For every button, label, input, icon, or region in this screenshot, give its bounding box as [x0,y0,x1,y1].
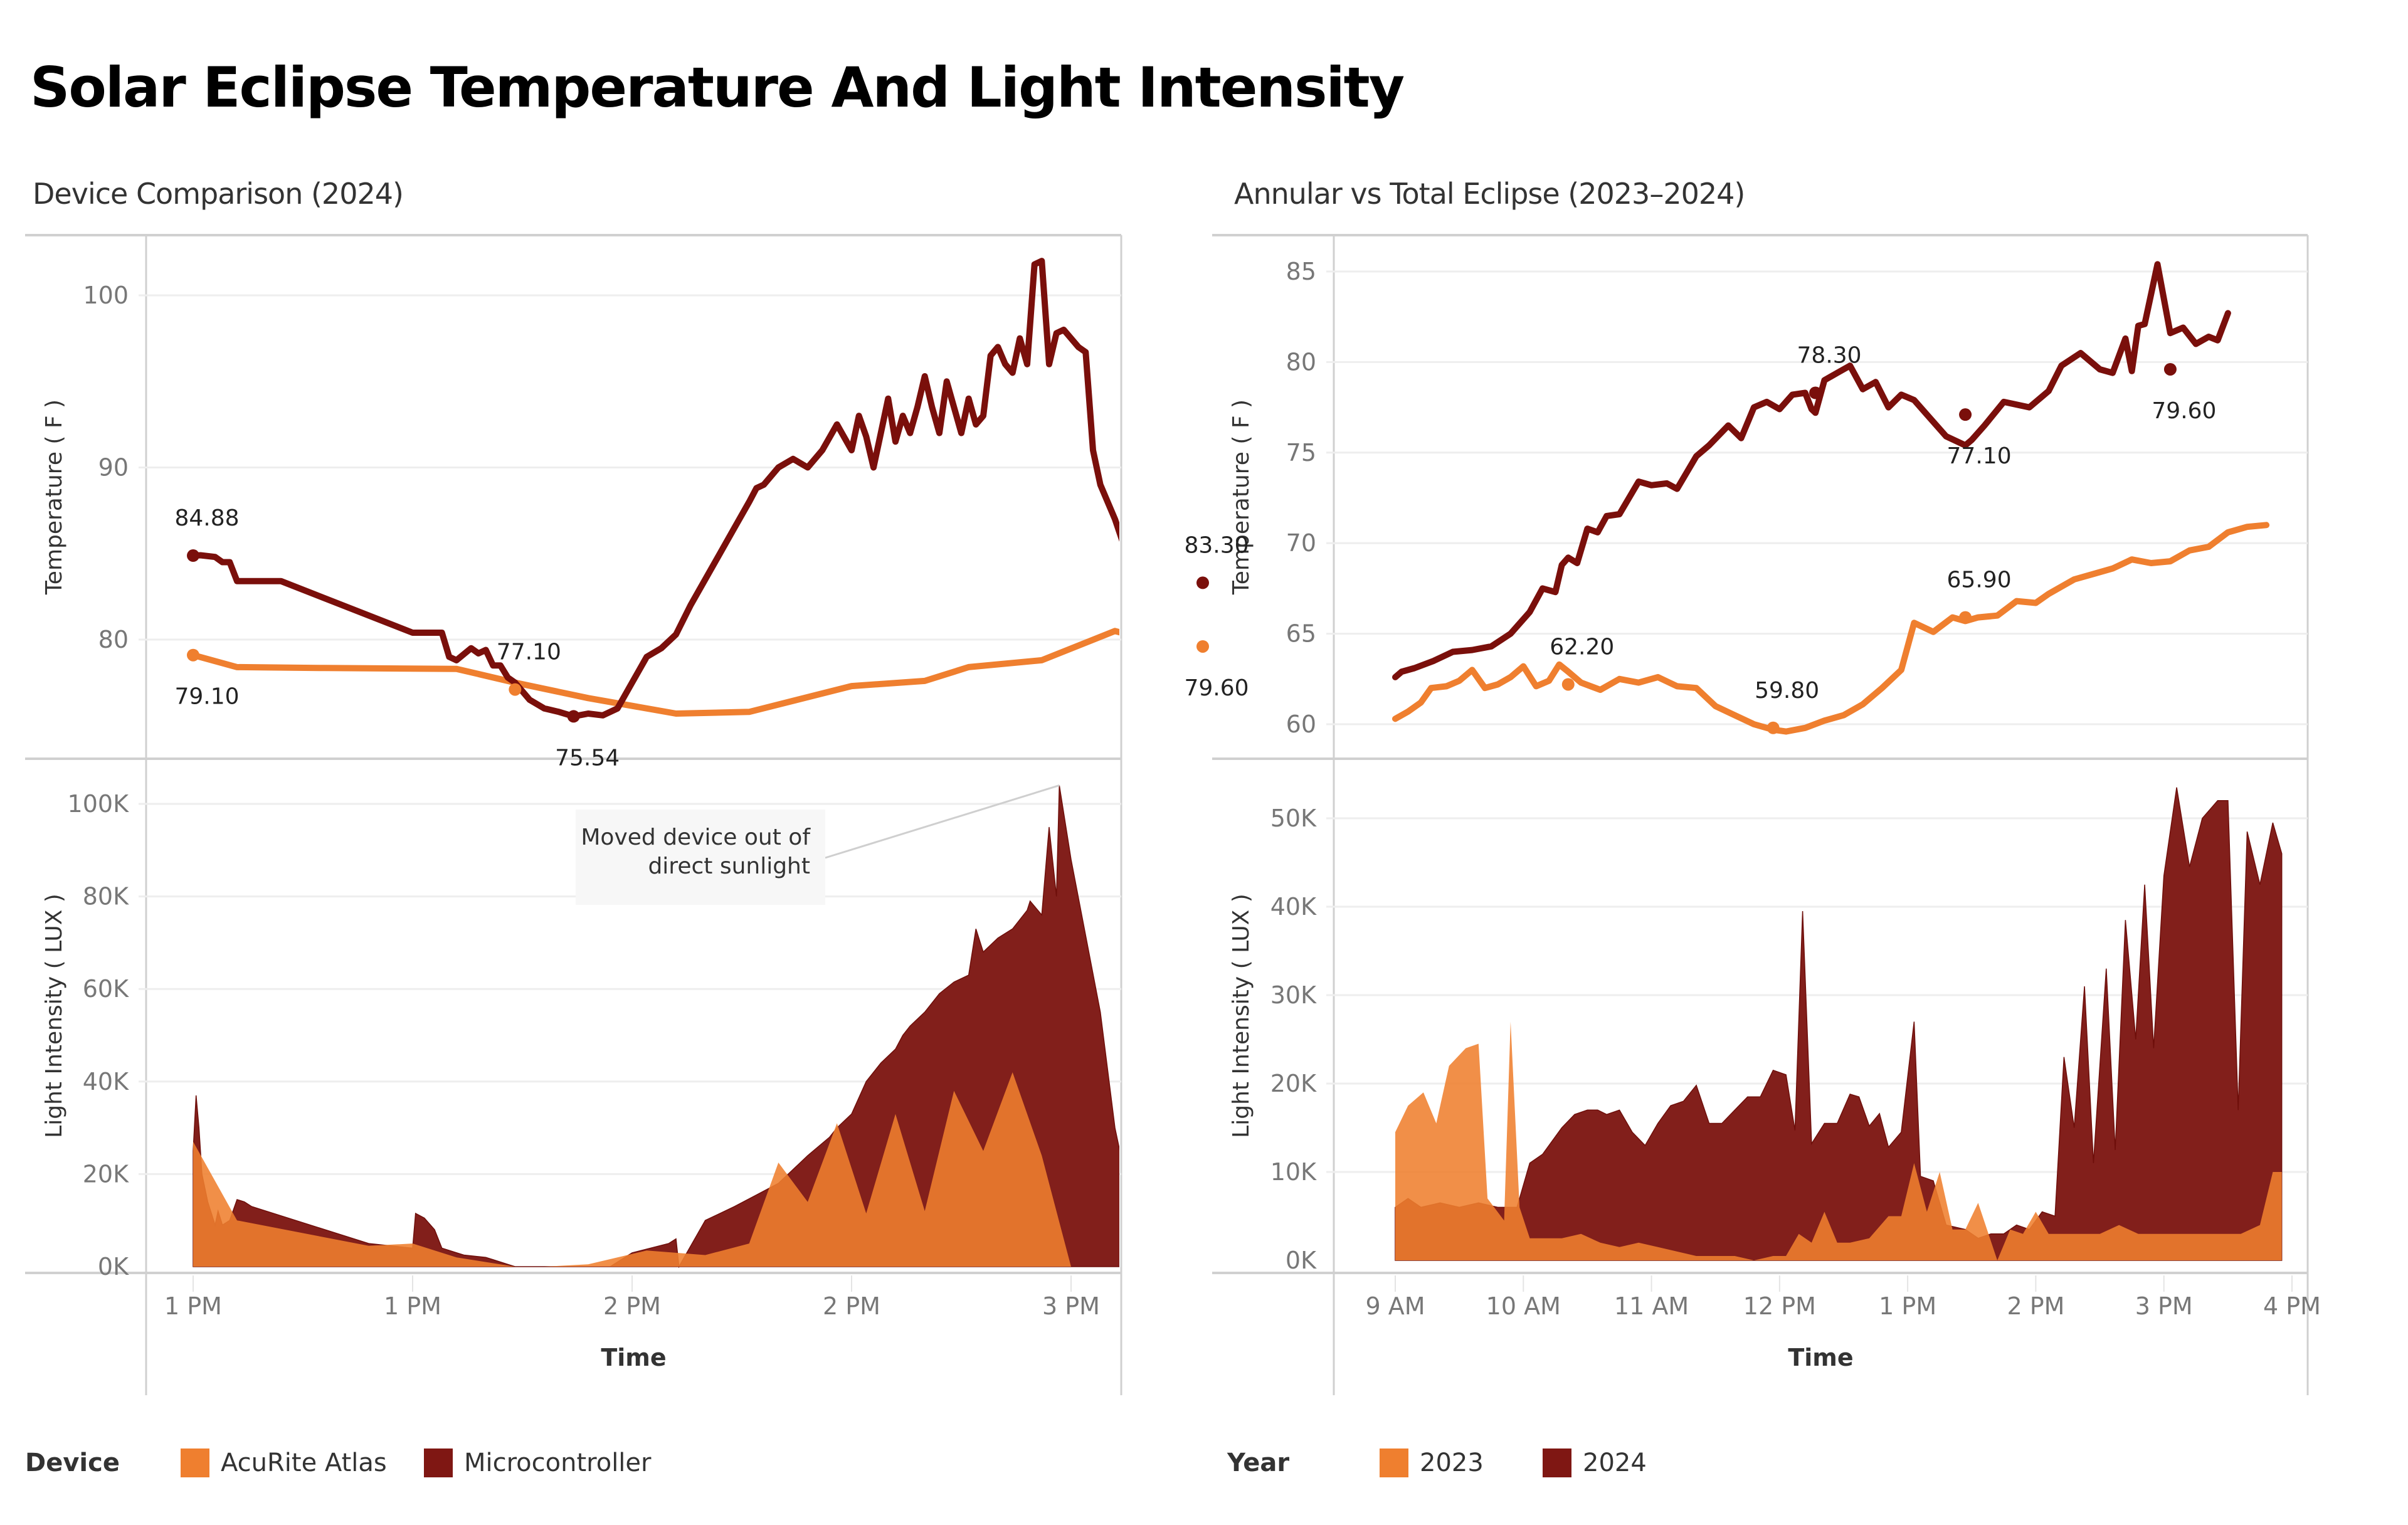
right-light-x-tick-label: 1 PM [1879,1292,1936,1320]
right-light-y-tick-label: 40K [1270,893,1317,921]
year-legend: Year 2023 2024 [1227,1447,1980,1479]
left-temperature-label-marker [1196,640,1209,653]
right-temperature-y-tick-label: 80 [1286,348,1316,376]
left-temperature-line-microcontroller [190,258,1119,720]
left-temperature-y-tick-label: 90 [98,454,129,482]
right-light-y-tick-label: 0K [1286,1247,1317,1274]
left-temperature-label-marker [567,710,580,723]
annotation-leader-line [825,784,1060,859]
right-light-area-2024 [1395,787,2283,1261]
right-temperature-y-tick-label: 75 [1286,439,1316,467]
left-panel-subtitle: Device Comparison (2024) [33,177,404,211]
legend-item-acurite-atlas[interactable]: AcuRite Atlas [181,1448,387,1477]
left-temperature-y-axis-title: Temperature ( F ) [41,399,67,595]
dashboard-title: Solar Eclipse Temperature And Light Inte… [30,55,1405,120]
right-temperature-data-label: 77.10 [1947,443,2012,469]
right-temperature-label-marker [1809,386,1822,399]
right-temperature-data-label: 79.60 [2152,398,2216,424]
right-temperature-data-label: 65.90 [1947,567,2012,593]
year-2024-swatch [1543,1448,1571,1477]
left-light-x-tick-label: 3 PM [1042,1292,1100,1320]
right-temperature-y-tick-label: 65 [1286,620,1316,648]
year-2023-swatch [1380,1448,1408,1477]
right-temperature-y-tick-label: 70 [1286,529,1316,557]
left-temperature-lines [190,258,1119,720]
microcontroller-swatch [424,1448,453,1477]
right-temperature-data-label: 59.80 [1755,678,1819,704]
right-temperature-label-marker [2163,362,2177,376]
right-temperature-label-marker [1766,721,1780,734]
legend-label: Microcontroller [464,1448,652,1477]
left-temperature-label-marker [187,648,199,662]
left-temperature-data-label: 84.88 [174,505,239,531]
left-light-y-tick-label: 0K [98,1253,129,1280]
left-temperature-label-marker [187,549,199,562]
left-light-x-tick-label: 2 PM [823,1292,880,1320]
right-temperature-line-2023 [1392,522,2270,735]
left-temperature-data-label: 77.10 [497,640,561,665]
left-light-x-tick-label: 1 PM [164,1292,222,1320]
right-light-areas [1395,787,2283,1261]
right-panel-subtitle: Annular vs Total Eclipse (2023–2024) [1234,177,1745,211]
left-temperature-data-label: 75.54 [555,745,620,771]
right-temperature-y-axis-title: Temperature ( F ) [1228,399,1254,595]
right-temperature-data-label: 62.20 [1550,634,1614,660]
left-light-x-tick-label: 1 PM [384,1292,441,1320]
device-legend: Device AcuRite Atlas Microcontroller [25,1447,778,1479]
left-temperature-y-tick-label: 80 [98,626,129,653]
left-temperature-label-marker [509,683,522,696]
annotation-line-1: Moved device out of [581,825,810,850]
right-light-x-tick-label: 12 PM [1743,1292,1816,1320]
annotation-line-2: direct sunlight [648,853,810,879]
left-temperature-y-tick-label: 100 [83,282,129,309]
acurite-atlas-swatch [181,1448,209,1477]
legend-label: AcuRite Atlas [221,1448,387,1477]
right-light-x-tick-label: 3 PM [2135,1292,2193,1320]
left-light-y-tick-label: 80K [83,883,129,910]
right-light-area-2023 [1395,1021,2282,1260]
right-temperature-line-2024 [1392,261,2231,680]
left-temperature-data-label: 79.10 [174,684,239,710]
left-light-x-tick-label: 2 PM [603,1292,661,1320]
year-legend-title: Year [1227,1448,1290,1477]
right-light-y-tick-label: 10K [1270,1158,1317,1186]
left-temperature-data-label: 83.30 [1184,532,1249,558]
right-temperature-y-tick-label: 85 [1286,258,1316,285]
right-temperature-lines [1392,261,2270,735]
right-light-x-tick-label: 4 PM [2263,1292,2321,1320]
left-light-y-tick-label: 20K [83,1160,129,1188]
left-temperature-label-marker [1196,576,1209,589]
right-light-x-tick-label: 9 AM [1365,1292,1425,1320]
legend-item-2023[interactable]: 2023 [1380,1448,1484,1477]
device-legend-title: Device [25,1448,120,1477]
legend-label: 2024 [1583,1448,1647,1477]
right-temperature-y-tick-label: 60 [1286,710,1316,738]
right-light-x-axis-title: Time [1788,1344,1853,1371]
right-light-y-tick-label: 50K [1270,805,1317,832]
left-temperature-data-label: 79.60 [1184,675,1249,701]
left-light-y-tick-label: 40K [83,1068,129,1095]
legend-item-microcontroller[interactable]: Microcontroller [424,1448,651,1477]
left-light-x-axis-title: Time [601,1344,666,1371]
left-temperature-line-acurite-atlas [190,628,1119,717]
legend-item-2024[interactable]: 2024 [1543,1448,1647,1477]
right-temperature-label-marker [1959,611,1972,624]
right-temperature-data-label: 78.30 [1797,342,1862,368]
right-light-x-tick-label: 10 AM [1486,1292,1561,1320]
right-light-y-axis-title: Light Intensity ( LUX ) [1228,894,1254,1138]
right-light-x-tick-label: 2 PM [2007,1292,2064,1320]
left-light-y-axis-title: Light Intensity ( LUX ) [41,894,67,1138]
left-light-y-tick-label: 60K [83,975,129,1003]
left-light-areas [193,785,1119,1269]
annotation-callout: Moved device out of direct sunlight [576,810,825,905]
right-temperature-label-marker [1561,678,1575,691]
left-light-y-tick-label: 100K [68,790,130,818]
right-light-y-tick-label: 20K [1270,1070,1317,1097]
right-temperature-label-marker [1959,408,1972,421]
left-light-area-acurite-atlas [193,1072,1119,1267]
legend-label: 2023 [1420,1448,1484,1477]
right-light-x-tick-label: 11 AM [1614,1292,1689,1320]
right-light-y-tick-label: 30K [1270,981,1317,1009]
